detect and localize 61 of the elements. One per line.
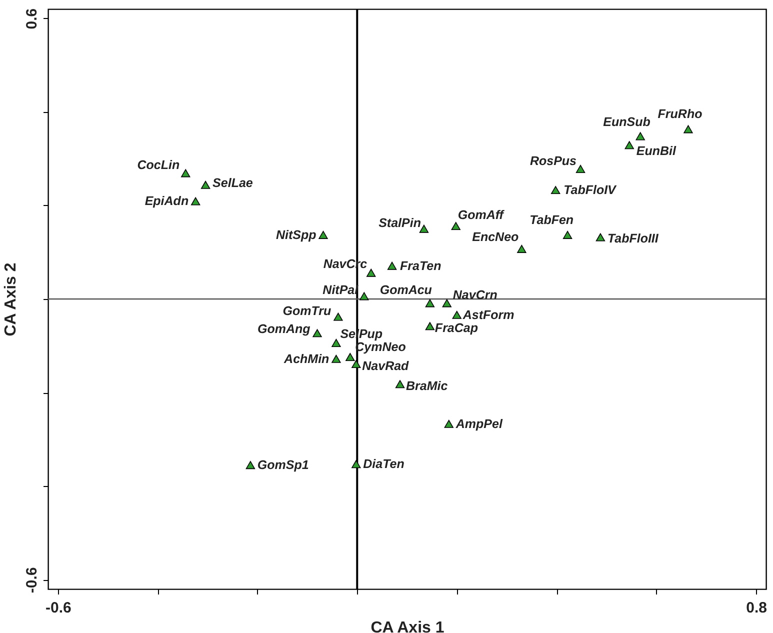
point	[181, 169, 190, 178]
point	[636, 132, 645, 140]
data-label: EncNeo	[472, 230, 520, 244]
point	[387, 262, 397, 270]
data-label: EunSub	[603, 115, 651, 130]
y-axis-title: CA Axis 2	[2, 262, 20, 336]
point	[451, 222, 460, 230]
data-label: RosPus	[530, 154, 577, 168]
data-label: FraTen	[400, 258, 442, 273]
data-label: GomSp1	[257, 458, 309, 472]
point	[517, 244, 526, 253]
point	[318, 230, 328, 239]
point	[366, 268, 376, 277]
data-label: AchMin	[283, 352, 330, 366]
point	[352, 460, 361, 468]
data-label: TabFloIV	[564, 183, 618, 198]
point	[360, 292, 369, 300]
point	[684, 125, 693, 134]
data-label: GomAff	[458, 208, 506, 222]
data-label: NavRad	[362, 359, 410, 374]
point	[332, 354, 341, 363]
point	[425, 322, 435, 330]
data-label: FruRho	[658, 107, 703, 122]
data-label: TabFloIII	[607, 231, 659, 246]
data-label: DiaTen	[363, 457, 405, 472]
data-label: CocLin	[137, 158, 180, 172]
point	[191, 197, 200, 206]
point	[346, 352, 355, 362]
data-label: GomTru	[282, 304, 332, 318]
data-label: EpiAdn	[144, 194, 189, 208]
point	[332, 338, 341, 347]
data-label: SelLae	[212, 176, 253, 190]
point	[576, 164, 586, 173]
point	[425, 299, 435, 308]
y-tick-label: 0.6	[24, 8, 40, 30]
point	[596, 233, 606, 242]
point	[334, 312, 343, 321]
point	[452, 310, 462, 319]
point	[442, 299, 452, 308]
data-label: BraMic	[406, 379, 448, 394]
data-label: FraCap	[434, 321, 478, 336]
point	[352, 360, 361, 368]
point	[312, 329, 322, 338]
point	[246, 461, 256, 470]
data-label: AmpPel	[454, 416, 503, 431]
data-label: StalPin	[378, 216, 422, 230]
point	[562, 230, 572, 239]
x-axis-title: CA Axis 1	[370, 620, 444, 633]
point	[551, 186, 560, 194]
point	[419, 224, 429, 233]
point	[624, 141, 634, 150]
data-label: AstForm	[462, 308, 514, 322]
point	[395, 380, 405, 388]
data-label: EunBil	[636, 144, 676, 158]
x-tick-label: 0.8	[746, 600, 767, 616]
data-label: GomAcu	[380, 283, 432, 298]
data-label: GomAng	[257, 322, 311, 336]
point	[444, 420, 454, 428]
data-label: NitSpp	[276, 228, 317, 242]
data-label: TabFen	[530, 212, 574, 227]
point	[200, 180, 210, 189]
